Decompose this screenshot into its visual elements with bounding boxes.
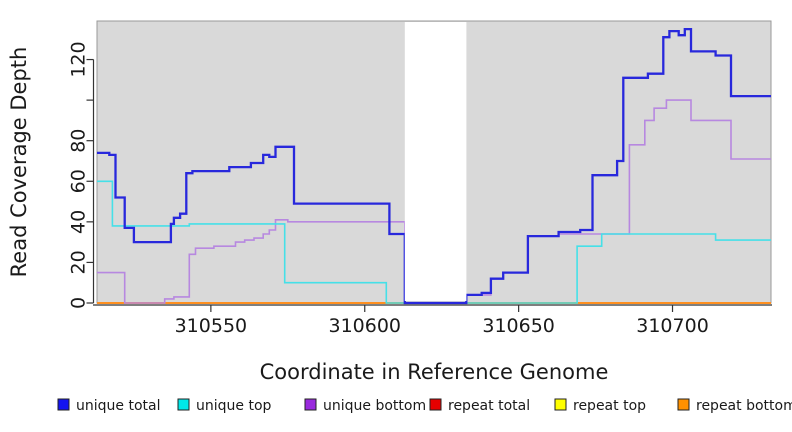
y-tick-label: 80	[68, 129, 90, 153]
legend-swatch-unique-total	[57, 398, 70, 411]
x-axis-title: Coordinate in Reference Genome	[260, 360, 609, 384]
masked-region	[404, 22, 467, 301]
series-unique-top	[97, 180, 771, 304]
y-tick-label: 60	[68, 169, 90, 193]
legend-item-unique-bottom: unique bottom	[304, 398, 426, 414]
legend-swatch-unique-bottom	[304, 398, 317, 411]
legend-swatch-repeat-total	[429, 398, 442, 411]
x-tick-label: 310600	[328, 315, 401, 337]
y-tick-label: 0	[68, 297, 90, 309]
legend-label: unique top	[196, 398, 272, 414]
y-tick-label: 120	[68, 41, 90, 77]
legend-label: repeat top	[573, 398, 646, 414]
y-axis: 0 20 40 60 80 120	[68, 41, 95, 309]
legend: unique total unique top unique bottom repea…	[57, 398, 792, 414]
legend-swatch-repeat-top	[554, 398, 567, 411]
legend-label: unique total	[76, 398, 160, 414]
legend-swatch-unique-top	[177, 398, 190, 411]
legend-item-unique-top: unique top	[177, 398, 272, 414]
y-axis-title: Read Coverage Depth	[7, 47, 31, 278]
x-tick-label: 310550	[175, 315, 248, 337]
y-tick-label: 20	[68, 250, 90, 274]
y-tick-label: 40	[68, 210, 90, 234]
legend-item-repeat-total: repeat total	[429, 398, 530, 414]
x-tick-label: 310650	[482, 315, 555, 337]
legend-swatch-repeat-bottom	[677, 398, 690, 411]
legend-item-unique-total: unique total	[57, 398, 160, 414]
x-axis: 310550 310600 310650 310700	[93, 304, 772, 337]
legend-label: repeat total	[448, 398, 530, 414]
legend-item-repeat-top: repeat top	[554, 398, 646, 414]
x-tick-label: 310700	[636, 315, 709, 337]
legend-item-repeat-bottom: repeat bottom	[677, 398, 792, 414]
gap-mask	[404, 22, 467, 301]
series-unique-bottom	[97, 99, 771, 304]
legend-label: unique bottom	[323, 398, 426, 414]
legend-label: repeat bottom	[696, 398, 792, 414]
